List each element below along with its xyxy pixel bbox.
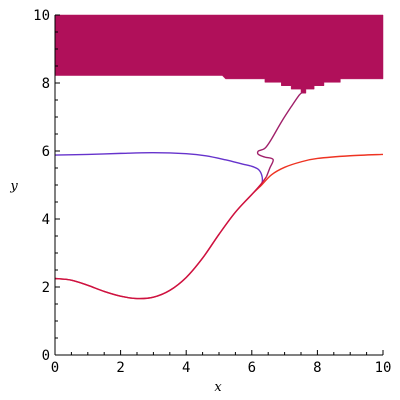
x-tick-label: 2 bbox=[116, 360, 124, 376]
x-tick-label: 10 bbox=[375, 360, 392, 376]
y-tick-label: 2 bbox=[42, 280, 50, 296]
x-tick-label: 6 bbox=[248, 360, 256, 376]
y-tick-label: 10 bbox=[33, 8, 50, 24]
ticks-layer bbox=[54, 14, 384, 356]
series-line-3 bbox=[54, 176, 268, 300]
y-axis-label: y bbox=[9, 179, 18, 194]
x-tick-label: 4 bbox=[182, 360, 190, 376]
tick-labels-layer: 0 2 4 6 8 10 0 2 4 6 8 10 bbox=[33, 8, 391, 376]
y-tick-label: 4 bbox=[42, 212, 50, 228]
shaded-region-layer bbox=[54, 14, 384, 94]
series-layer bbox=[54, 91, 384, 300]
y-tick-label: 0 bbox=[42, 348, 50, 364]
y-tick-label: 6 bbox=[42, 144, 50, 160]
shaded-region bbox=[54, 14, 384, 94]
x-axis-label: x bbox=[214, 380, 222, 395]
y-tick-label: 8 bbox=[42, 76, 50, 92]
series-line-4 bbox=[256, 91, 304, 177]
series-line-2 bbox=[54, 153, 384, 300]
x-tick-label: 0 bbox=[51, 360, 59, 376]
series-line-1 bbox=[54, 151, 264, 188]
x-tick-label: 8 bbox=[313, 360, 321, 376]
